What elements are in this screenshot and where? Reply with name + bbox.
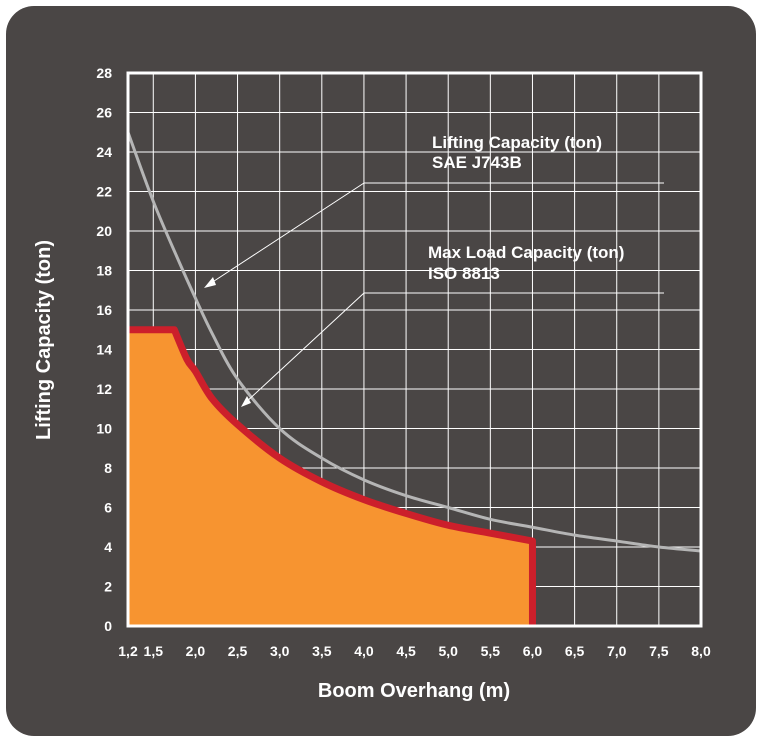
y-tick-label: 10 — [96, 421, 112, 437]
iso-capacity-outline — [128, 326, 536, 626]
sae-capacity-line — [126, 131, 702, 553]
x-tick-label: 6,5 — [565, 643, 585, 659]
annotation-iso-line2: ISO 8813 — [428, 264, 500, 283]
x-tick-label: 1,2 — [118, 643, 138, 659]
y-tick-label: 28 — [96, 65, 112, 81]
y-tick-label: 2 — [104, 579, 112, 595]
x-tick-label: 8,0 — [691, 643, 711, 659]
x-tick-label: 7,0 — [607, 643, 627, 659]
annotation-iso-arrowhead — [241, 396, 251, 407]
x-tick-label: 5,5 — [481, 643, 501, 659]
x-axis-title: Boom Overhang (m) — [318, 680, 510, 702]
y-tick-label: 22 — [96, 184, 112, 200]
x-tick-label: 6,0 — [523, 643, 543, 659]
y-tick-label: 4 — [104, 539, 112, 555]
y-tick-label: 12 — [96, 381, 112, 397]
annotation-sae: Lifting Capacity (ton) SAE J743B — [204, 133, 664, 288]
y-axis-title: Lifting Capacity (ton) — [33, 240, 55, 440]
iso-capacity-area — [128, 329, 533, 626]
x-axis-ticks: 1,2 1,5 2,0 2,5 3,0 3,5 4,0 4,5 5,0 5,5 6,0 6,5 7,0 7… — [118, 643, 711, 659]
x-tick-label: 4,5 — [396, 643, 416, 659]
annotation-iso-leader — [243, 292, 365, 405]
annotation-sae-line2: SAE J743B — [432, 153, 522, 172]
y-tick-label: 14 — [96, 342, 112, 358]
y-tick-label: 24 — [96, 144, 112, 160]
y-tick-label: 0 — [104, 618, 112, 634]
x-tick-label: 2,5 — [228, 643, 248, 659]
x-tick-label: 5,0 — [438, 643, 458, 659]
x-tick-label: 4,0 — [354, 643, 374, 659]
y-tick-label: 6 — [104, 500, 112, 516]
y-tick-label: 18 — [96, 263, 112, 279]
y-tick-label: 20 — [96, 223, 112, 239]
annotation-iso: Max Load Capacity (ton) ISO 8813 — [241, 243, 664, 407]
x-tick-label: 2,0 — [186, 643, 206, 659]
annotation-iso-line1: Max Load Capacity (ton) — [428, 243, 624, 262]
y-tick-label: 16 — [96, 302, 112, 318]
x-tick-label: 3,5 — [312, 643, 332, 659]
x-tick-label: 1,5 — [144, 643, 164, 659]
y-tick-label: 8 — [104, 460, 112, 476]
annotation-sae-arrowhead — [204, 277, 216, 288]
annotation-sae-leader — [207, 182, 365, 286]
plot-frame — [126, 71, 703, 628]
y-tick-label: 26 — [96, 105, 112, 121]
x-tick-label: 3,0 — [270, 643, 290, 659]
x-tick-label: 7,5 — [649, 643, 669, 659]
annotation-sae-line1: Lifting Capacity (ton) — [432, 133, 602, 152]
